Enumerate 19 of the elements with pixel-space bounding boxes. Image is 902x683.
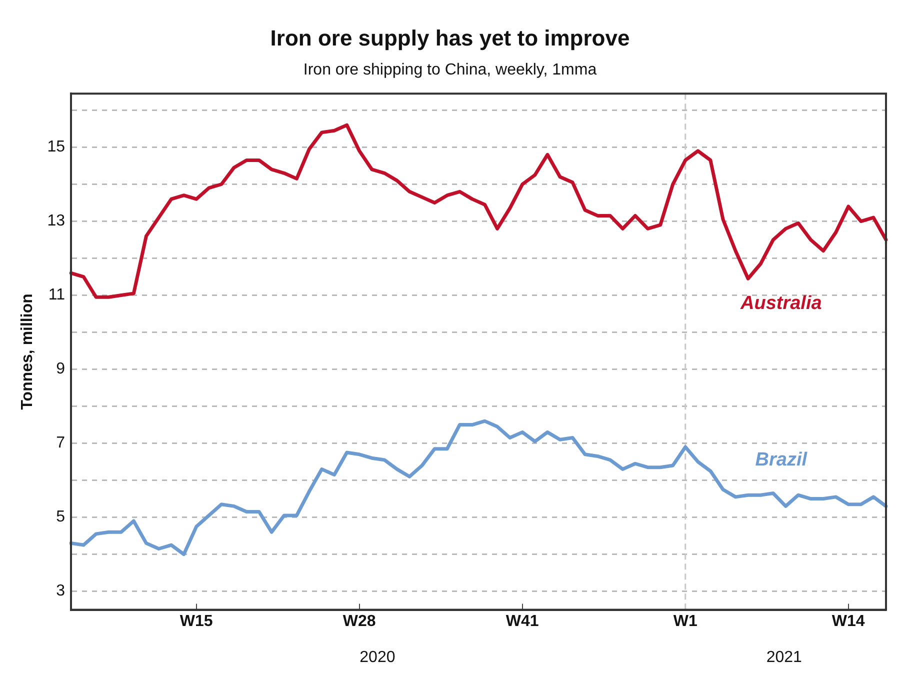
y-tick-label: 3 bbox=[56, 582, 66, 600]
y-tick-label: 7 bbox=[56, 434, 66, 452]
y-axis-title: Tonnes, million bbox=[19, 294, 36, 410]
y-tick-label: 5 bbox=[56, 508, 66, 526]
x-tick-label: W14 bbox=[832, 612, 865, 630]
text: 2020 bbox=[360, 649, 396, 666]
y-tick-label: 13 bbox=[47, 212, 66, 230]
series-label: Brazil bbox=[755, 449, 808, 470]
text: 2021 bbox=[766, 649, 802, 666]
series-label: Australia bbox=[739, 293, 822, 314]
y-tick-label: 9 bbox=[56, 360, 66, 378]
x-tick-label: W1 bbox=[673, 612, 698, 630]
x-tick-label: W28 bbox=[342, 612, 376, 630]
x-tick-label: W15 bbox=[180, 612, 213, 630]
y-tick-label: 15 bbox=[47, 138, 66, 156]
x-tick-label: W41 bbox=[506, 612, 539, 630]
chart-title: Iron ore supply has yet to improve bbox=[270, 25, 630, 50]
y-tick-label: 11 bbox=[48, 286, 66, 304]
chart-subtitle: Iron ore shipping to China, weekly, 1mma bbox=[303, 61, 597, 78]
